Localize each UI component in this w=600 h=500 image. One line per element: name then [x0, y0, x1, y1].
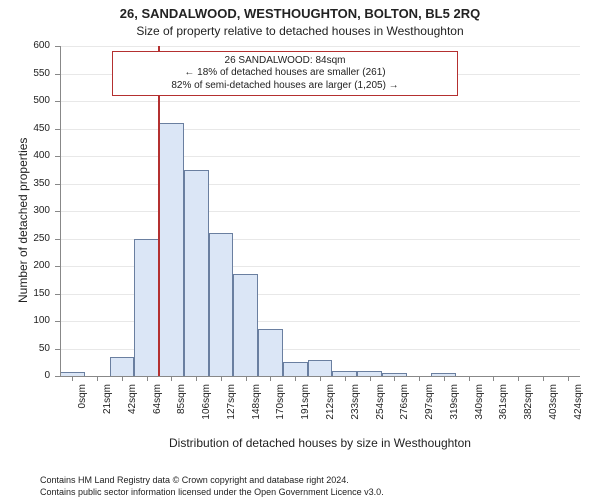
bar [110, 357, 135, 376]
bar [209, 233, 234, 376]
x-tick-label: 233sqm [350, 384, 361, 434]
footer-line-2: Contains public sector information licen… [40, 487, 384, 497]
bar [258, 329, 283, 376]
y-tick-label: 0 [0, 370, 50, 381]
y-tick-label: 100 [0, 315, 50, 326]
x-tick-label: 191sqm [300, 384, 311, 434]
y-tick-label: 200 [0, 260, 50, 271]
y-tick-label: 450 [0, 123, 50, 134]
annotation-line: 26 SANDALWOOD: 84sqm [116, 55, 454, 68]
annotation-box: 26 SANDALWOOD: 84sqm← 18% of detached ho… [112, 51, 458, 97]
y-tick-label: 400 [0, 150, 50, 161]
x-tick-label: 106sqm [201, 384, 212, 434]
y-tick-label: 300 [0, 205, 50, 216]
x-tick-label: 212sqm [325, 384, 336, 434]
x-tick-label: 170sqm [275, 384, 286, 434]
x-tick-label: 254sqm [375, 384, 386, 434]
y-tick-label: 150 [0, 288, 50, 299]
x-tick-label: 21sqm [102, 384, 113, 434]
x-tick-label: 276sqm [399, 384, 410, 434]
x-tick-label: 0sqm [77, 384, 88, 434]
page-title: 26, SANDALWOOD, WESTHOUGHTON, BOLTON, BL… [0, 6, 600, 21]
bar [159, 123, 184, 376]
bar [308, 360, 333, 377]
y-tick-label: 250 [0, 233, 50, 244]
x-tick-label: 148sqm [251, 384, 262, 434]
annotation-line: ← 18% of detached houses are smaller (26… [116, 67, 454, 80]
y-tick-label: 600 [0, 40, 50, 51]
y-tick-label: 50 [0, 343, 50, 354]
x-tick-label: 42sqm [127, 384, 138, 434]
x-tick-label: 424sqm [573, 384, 584, 434]
y-tick-label: 500 [0, 95, 50, 106]
annotation-line: 82% of semi-detached houses are larger (… [116, 80, 454, 93]
bar [283, 362, 308, 376]
y-tick-label: 350 [0, 178, 50, 189]
bar [233, 274, 258, 376]
x-tick-label: 64sqm [152, 384, 163, 434]
footer-line-1: Contains HM Land Registry data © Crown c… [40, 475, 349, 485]
chart-subtitle: Size of property relative to detached ho… [0, 24, 600, 38]
y-axis-label: Number of detached properties [16, 138, 30, 303]
x-tick-label: 319sqm [449, 384, 460, 434]
x-tick-label: 403sqm [548, 384, 559, 434]
x-tick-label: 127sqm [226, 384, 237, 434]
x-tick-label: 361sqm [498, 384, 509, 434]
x-axis-label: Distribution of detached houses by size … [60, 436, 580, 450]
bar [134, 239, 159, 377]
plot-area: 26 SANDALWOOD: 84sqm← 18% of detached ho… [60, 46, 580, 376]
x-tick-label: 297sqm [424, 384, 435, 434]
x-tick-label: 340sqm [474, 384, 485, 434]
bar [184, 170, 209, 376]
y-tick-label: 550 [0, 68, 50, 79]
x-tick-label: 85sqm [176, 384, 187, 434]
x-tick-label: 382sqm [523, 384, 534, 434]
